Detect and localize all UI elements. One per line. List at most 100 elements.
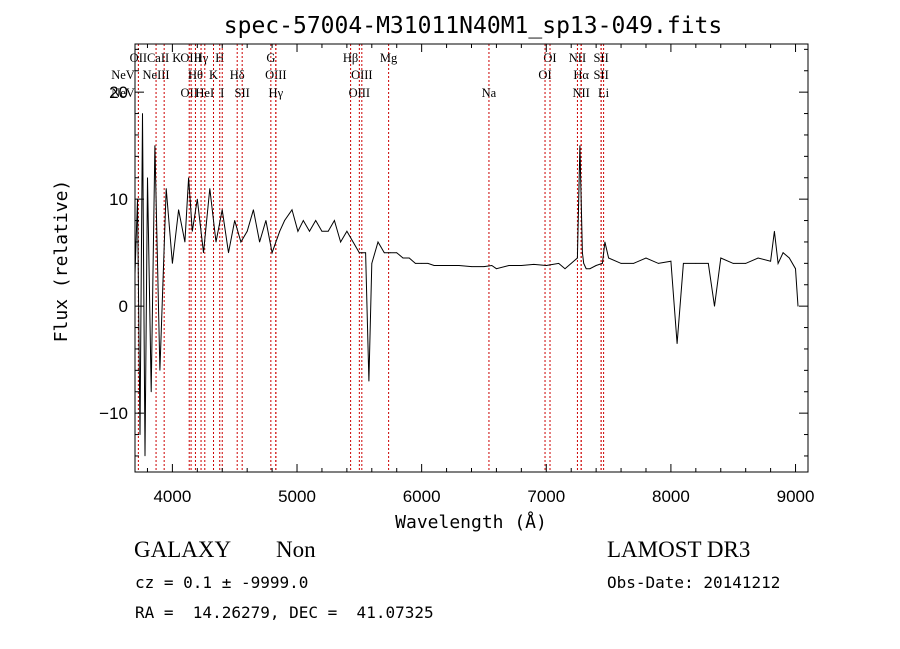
data-point-0-76: [604, 241, 606, 243]
y-tick-label-10: 10: [109, 190, 128, 209]
data-point-0-4: [144, 455, 146, 457]
data-point-0-42: [365, 252, 366, 254]
y-tick-label-0: 0: [119, 297, 128, 316]
data-point-0-85: [695, 263, 697, 264]
data-point-0-66: [564, 268, 566, 270]
data-point-0-31: [297, 230, 299, 232]
data-point-0-50: [408, 257, 410, 259]
data-point-0-27: [271, 252, 273, 254]
data-point-0-65: [558, 263, 560, 264]
data-point-0-96: [788, 257, 790, 259]
data-point-0-28: [279, 230, 281, 232]
data-point-0-77: [608, 257, 609, 259]
line-label-11: H: [215, 51, 224, 65]
data-point-0-64: [545, 265, 547, 266]
series-line-spectrum: [134, 113, 799, 456]
line-label-9: HeI: [195, 86, 214, 100]
data-point-0-58: [483, 266, 485, 267]
line-label-22: Na: [482, 86, 497, 100]
data-point-0-67: [570, 263, 572, 264]
data-point-0-34: [315, 220, 317, 221]
data-point-0-82: [670, 260, 672, 262]
data-point-0-47: [390, 252, 391, 254]
data-point-0-36: [327, 230, 329, 232]
data-point-0-43: [368, 380, 370, 382]
data-point-0-8: [159, 369, 161, 371]
data-point-0-15: [196, 198, 198, 200]
line-label-20: OIII: [349, 86, 371, 100]
data-point-0-72: [585, 268, 587, 270]
data-point-0-87: [714, 305, 715, 307]
line-label-6: OIII: [180, 51, 202, 65]
line-label-13: Hδ: [230, 68, 245, 82]
data-point-0-17: [209, 188, 211, 189]
data-point-0-93: [774, 230, 775, 232]
data-point-0-59: [491, 265, 493, 266]
data-point-0-12: [184, 241, 186, 243]
line-label-26: Hα: [573, 68, 589, 82]
data-point-0-3: [142, 113, 143, 114]
line-label-27: NII: [572, 86, 589, 100]
data-point-0-88: [720, 257, 722, 259]
data-point-0-94: [777, 263, 779, 264]
data-point-0-7: [154, 145, 156, 147]
line-label-29: SII: [593, 68, 608, 82]
x-axis-label: Wavelength (Å): [395, 511, 547, 533]
data-point-0-23: [246, 230, 248, 232]
data-point-0-68: [577, 257, 578, 259]
data-point-0-74: [595, 265, 597, 266]
line-label-19: OIII: [351, 68, 373, 82]
data-point-0-98: [797, 305, 799, 307]
data-point-0-62: [521, 265, 522, 266]
x-tick-label-7000: 7000: [527, 487, 565, 506]
data-point-0-33: [309, 230, 310, 232]
data-point-0-52: [421, 263, 422, 264]
data-point-0-35: [321, 230, 323, 232]
data-point-0-25: [259, 241, 260, 243]
data-point-0-22: [240, 241, 242, 243]
x-tick-label-4000: 4000: [153, 487, 191, 506]
data-point-0-89: [732, 263, 734, 264]
line-label-1: NeV: [111, 86, 135, 100]
line-label-18: Hβ: [343, 51, 358, 65]
survey-label: LAMOST DR3: [607, 537, 751, 562]
line-label-25: NII: [569, 51, 586, 65]
data-point-0-48: [396, 252, 398, 254]
data-point-0-97: [795, 268, 796, 270]
line-label-16: OIII: [265, 68, 287, 82]
line-label-4: CaII K: [147, 51, 181, 65]
data-point-0-83: [676, 343, 678, 344]
line-label-8: Hγ: [194, 51, 209, 65]
data-point-0-81: [658, 263, 659, 264]
data-point-0-45: [377, 241, 379, 243]
data-point-0-44: [371, 263, 373, 264]
y-tick-label--10: −10: [99, 404, 128, 423]
data-point-0-13: [188, 177, 190, 179]
line-label-23: OI: [543, 51, 556, 65]
data-point-0-57: [471, 266, 472, 267]
data-point-0-21: [234, 220, 236, 221]
line-label-0: NeV: [111, 68, 135, 82]
data-point-0-60: [496, 268, 497, 270]
data-point-0-80: [645, 257, 647, 259]
data-point-0-14: [191, 230, 193, 232]
radec-text: RA = 14.26279, DEC = 41.07325: [135, 603, 434, 622]
line-label-10: K: [209, 68, 218, 82]
data-point-0-38: [340, 241, 341, 243]
data-point-0-26: [265, 220, 267, 221]
data-point-0-84: [683, 263, 684, 264]
line-label-7: Hθ: [188, 68, 203, 82]
data-point-0-56: [458, 265, 460, 266]
data-point-0-40: [352, 241, 354, 243]
line-label-14: SII: [235, 86, 250, 100]
data-point-0-32: [302, 220, 304, 221]
data-point-0-10: [172, 263, 173, 264]
data-point-0-29: [284, 220, 285, 221]
obs-date-text: Obs-Date: 20141212: [607, 573, 781, 592]
data-point-0-16: [203, 252, 204, 254]
line-label-5: OII: [181, 86, 198, 100]
data-point-0-6: [150, 391, 152, 393]
data-point-0-54: [433, 265, 435, 266]
y-tick-label-20: 20: [109, 83, 128, 102]
